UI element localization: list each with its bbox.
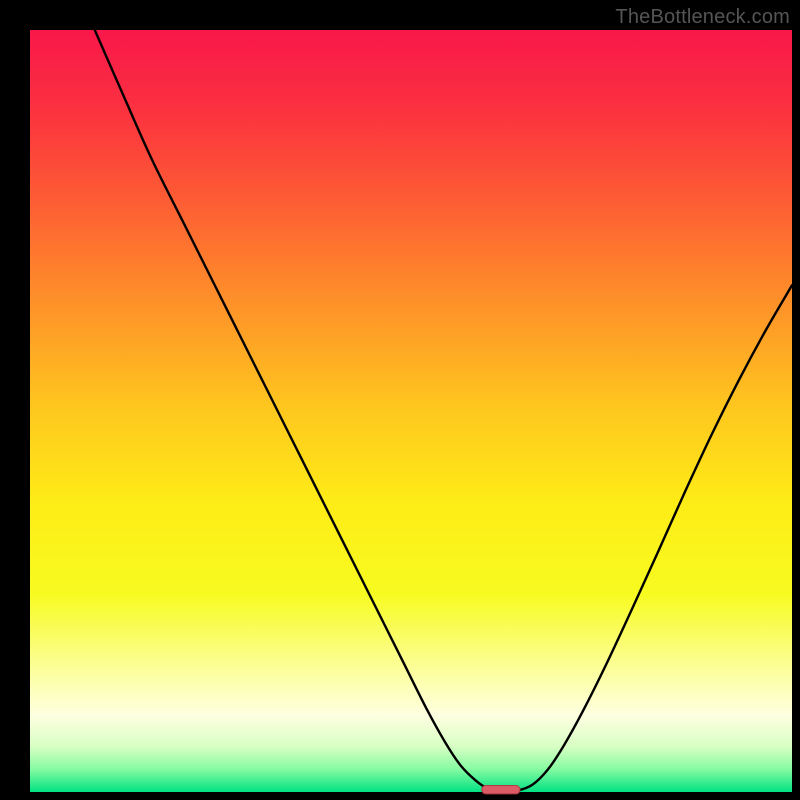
optimal-marker xyxy=(482,786,520,794)
chart-container: TheBottleneck.com xyxy=(0,0,800,800)
watermark-text: TheBottleneck.com xyxy=(615,6,790,29)
bottleneck-chart xyxy=(0,0,800,800)
